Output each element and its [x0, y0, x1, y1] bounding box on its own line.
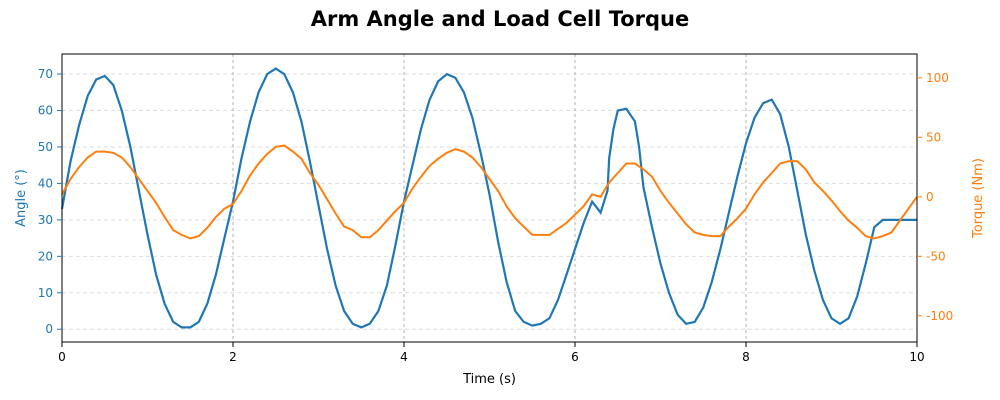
grid-lines — [62, 73, 917, 330]
x-tick-label: 2 — [229, 350, 237, 364]
left-axis-ticks: 0 10 20 30 40 50 60 70 — [38, 67, 62, 336]
left-tick-label: 30 — [38, 213, 53, 227]
right-tick-label: 50 — [926, 130, 941, 144]
x-tick-label: 10 — [909, 350, 924, 364]
x-tick-label: 6 — [571, 350, 579, 364]
x-axis-ticks: 0 2 4 6 8 10 — [58, 342, 925, 364]
angle-line — [60, 67, 917, 329]
right-axis-label: Torque (Nm) — [971, 158, 986, 239]
left-tick-label: 20 — [38, 249, 53, 263]
series-angle — [60, 67, 917, 329]
right-tick-label: -100 — [926, 309, 953, 323]
right-axis-ticks: -100 -50 0 50 100 — [917, 71, 953, 323]
right-tick-label: -50 — [926, 249, 946, 263]
left-tick-label: 70 — [38, 67, 53, 81]
left-tick-label: 60 — [38, 104, 53, 118]
left-tick-label: 50 — [38, 140, 53, 154]
series-torque — [61, 144, 918, 240]
left-tick-label: 10 — [38, 286, 53, 300]
plot-frame — [61, 53, 918, 343]
right-tick-label: 100 — [926, 71, 949, 85]
x-tick-label: 8 — [742, 350, 750, 364]
left-tick-label: 0 — [45, 322, 53, 336]
left-axis-label: Angle (°) — [14, 169, 29, 227]
x-tick-label: 4 — [400, 350, 408, 364]
x-tick-label: 0 — [58, 350, 66, 364]
left-tick-label: 40 — [38, 176, 53, 190]
right-tick-label: 0 — [926, 190, 934, 204]
x-axis-label: Time (s) — [462, 372, 516, 387]
chart-title: Arm Angle and Load Cell Torque — [311, 7, 689, 31]
torque-line — [61, 144, 918, 240]
